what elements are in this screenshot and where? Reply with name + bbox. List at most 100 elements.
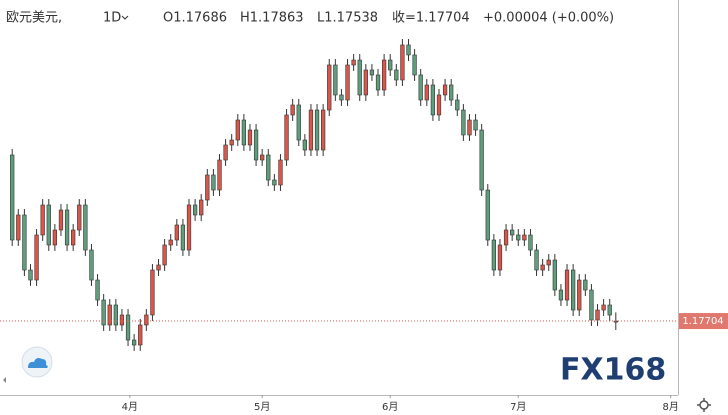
candle-body	[406, 44, 411, 56]
candle-body	[125, 314, 131, 341]
candle-body	[357, 59, 362, 96]
x-tick-label: 4月	[122, 401, 138, 413]
candle-body	[180, 224, 186, 251]
candle-body	[52, 229, 58, 246]
candle-body	[589, 289, 594, 321]
x-tick-label: 5月	[254, 401, 270, 413]
candle-body	[211, 174, 216, 191]
candle-body	[302, 139, 307, 151]
high-value: H1.17863	[240, 11, 304, 26]
x-tick-label: 6月	[382, 401, 398, 413]
candle-body	[363, 69, 368, 96]
candle-body	[119, 314, 125, 326]
candle-body	[540, 264, 545, 271]
candle-body	[491, 239, 496, 271]
candle-body	[260, 154, 265, 161]
candle-body	[595, 309, 600, 321]
candle-body	[424, 84, 429, 101]
candle-body	[375, 74, 381, 91]
candle-body	[83, 204, 88, 251]
candle-body	[314, 109, 320, 151]
candle-body	[473, 119, 478, 131]
candle-body	[321, 109, 326, 151]
candle-body	[217, 159, 222, 191]
candle-body	[461, 109, 466, 136]
candle-body	[339, 94, 344, 101]
candle-body	[369, 69, 375, 76]
candle-body	[418, 74, 423, 101]
candle-body	[89, 249, 94, 281]
close-value: 收=1.17704	[392, 11, 470, 26]
candle-body	[107, 304, 112, 326]
candle-body	[558, 289, 564, 301]
candle-body	[284, 114, 289, 161]
candle-body	[253, 129, 259, 161]
candle-body	[101, 299, 106, 326]
candle-body	[497, 244, 503, 271]
candle-body	[333, 64, 338, 96]
candle-body	[77, 204, 82, 231]
candle-body	[430, 84, 436, 116]
candle-body	[144, 314, 149, 326]
candle-body	[522, 234, 527, 241]
candle-body	[528, 234, 533, 251]
candle-body	[351, 59, 356, 66]
candle-body	[235, 119, 240, 141]
candle-body	[223, 144, 228, 161]
candle-body	[394, 69, 399, 81]
candle-body	[455, 99, 460, 111]
candle-body	[162, 244, 167, 266]
candle-body	[467, 119, 472, 136]
candle-body	[266, 154, 271, 181]
candle-body	[247, 129, 253, 146]
candle-body	[16, 214, 21, 241]
candle-body	[583, 279, 588, 291]
candle-body	[516, 234, 521, 241]
candle-body	[138, 324, 143, 346]
candle-body	[199, 199, 204, 216]
interval-chevron[interactable]	[121, 15, 129, 20]
candle-body	[150, 269, 155, 316]
candle-body	[571, 269, 576, 311]
change-value: +0.00004 (+0.00%)	[483, 11, 614, 26]
settings-button[interactable]	[697, 398, 711, 412]
candle-body	[241, 119, 247, 146]
x-tick-label: 8月	[662, 401, 678, 413]
candle-body	[278, 159, 283, 186]
candle-body	[485, 189, 490, 241]
candle-body	[449, 84, 454, 101]
candle-body	[552, 259, 557, 291]
candle-body	[436, 94, 442, 116]
interval[interactable]: 1D	[103, 11, 121, 26]
low-value: L1.17538	[317, 11, 378, 26]
candle-body	[327, 64, 332, 111]
candle-body	[71, 229, 76, 246]
candle-body	[58, 209, 64, 231]
candle-body	[534, 249, 539, 271]
candle-body	[22, 214, 27, 271]
candle-body	[156, 264, 161, 271]
candle-body	[272, 179, 277, 186]
candle-body	[607, 304, 612, 316]
plot	[10, 39, 618, 351]
candle-body	[192, 204, 198, 216]
candle-body	[10, 154, 15, 241]
candle-body	[479, 129, 484, 191]
candle-body	[64, 209, 70, 246]
candle-body	[40, 204, 45, 236]
candle-body	[388, 59, 393, 71]
candle-body	[28, 269, 33, 281]
cloud-button[interactable]	[21, 346, 53, 378]
scroll-arrow[interactable]	[3, 377, 6, 383]
candle-body	[345, 64, 350, 101]
candle-body	[174, 224, 179, 241]
candle-body	[113, 304, 118, 326]
candle-body	[308, 109, 314, 151]
symbol[interactable]: 欧元美元,	[6, 11, 62, 26]
candle-body	[442, 84, 448, 96]
candle-body	[400, 44, 405, 81]
candle-body	[577, 279, 582, 311]
last-price-box	[679, 313, 728, 330]
